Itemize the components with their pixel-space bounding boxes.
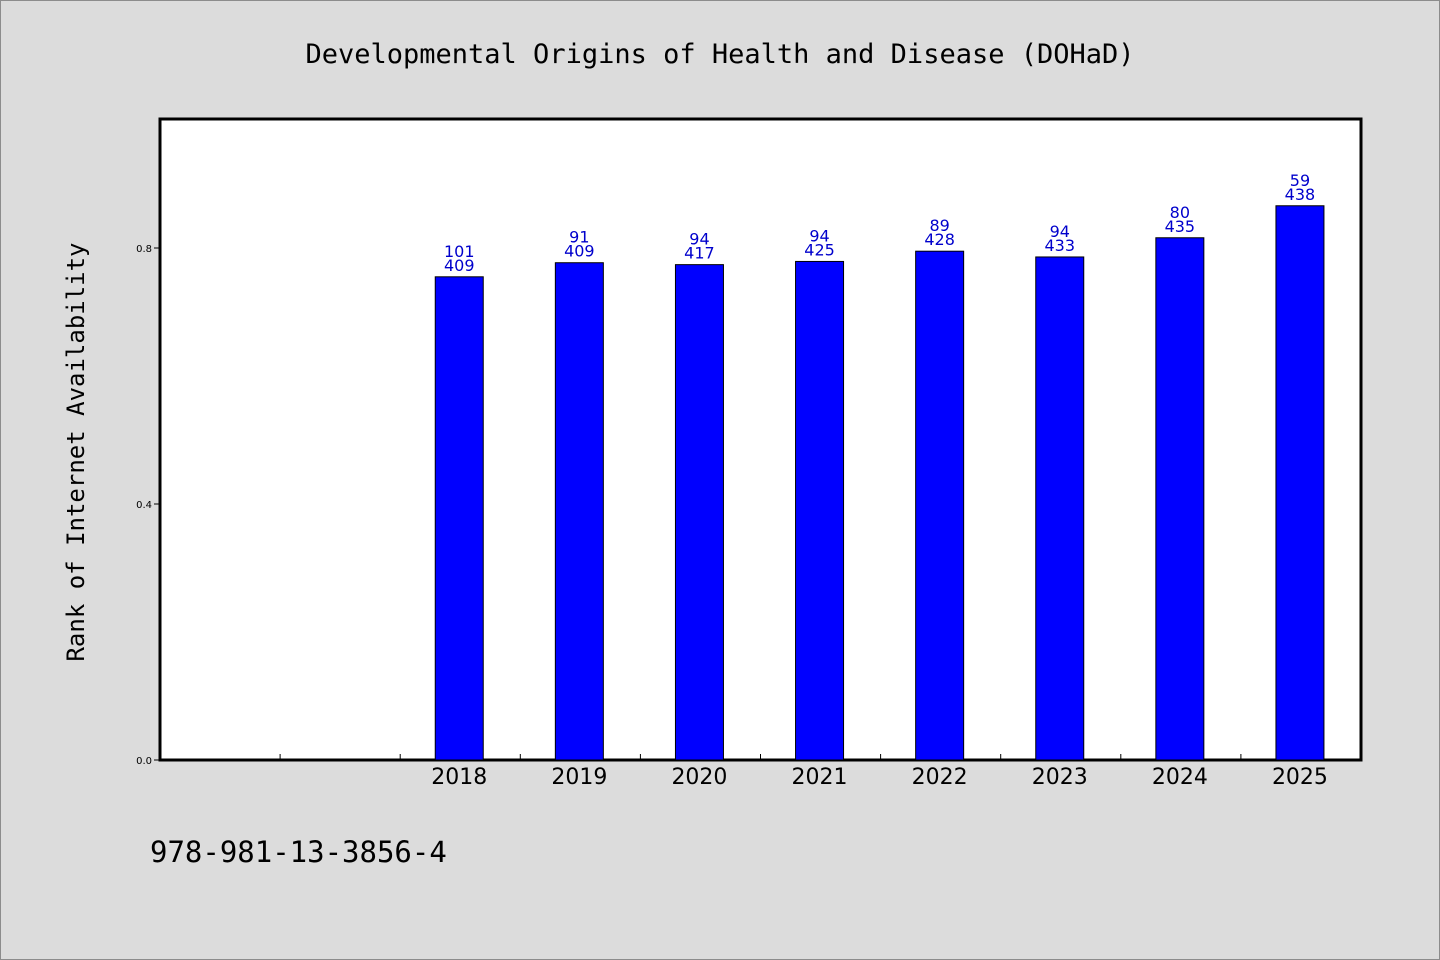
- bars: [434, 205, 1325, 761]
- y-axis-ticks: 0.0 0.4 0.8: [136, 244, 160, 767]
- data-label-bottom: 438: [1285, 185, 1316, 204]
- x-axis-ticks: 2018 2019 2020 2021 2022 2023 2024 2025: [279, 754, 1328, 790]
- data-label-bottom: 417: [684, 244, 715, 263]
- x-tick-label: 2018: [431, 765, 487, 790]
- y-axis-label: Rank of Internet Availability: [62, 242, 90, 661]
- y-tick-label: 0.0: [136, 756, 152, 767]
- x-tick-label: 2020: [671, 765, 727, 790]
- x-tick-label: 2019: [551, 765, 607, 790]
- bar: [1035, 256, 1085, 761]
- bar: [1275, 205, 1325, 761]
- x-tick-label: 2022: [912, 765, 968, 790]
- data-label-top: 91: [569, 228, 589, 247]
- x-tick-label: 2025: [1272, 765, 1328, 790]
- data-label-top: 80: [1170, 203, 1190, 222]
- chart-title: Developmental Origins of Health and Dise…: [305, 39, 1134, 70]
- data-label-bottom: 428: [924, 230, 955, 249]
- bar: [674, 264, 724, 761]
- x-tick-label: 2023: [1032, 765, 1088, 790]
- y-tick-label: 0.4: [136, 500, 152, 511]
- bar: [1155, 237, 1205, 761]
- x-tick-label: 2024: [1152, 765, 1208, 790]
- data-label-bottom: 409: [564, 242, 595, 261]
- data-label-top: 94: [689, 230, 709, 249]
- data-label-bottom: 425: [804, 240, 835, 259]
- data-label-top: 94: [809, 226, 829, 245]
- data-label-top: 89: [929, 216, 949, 235]
- data-label-bottom: 435: [1165, 217, 1196, 236]
- x-tick-label: 2021: [792, 765, 848, 790]
- data-label-top: 59: [1290, 171, 1310, 190]
- bar: [795, 260, 845, 761]
- data-label-top: 101: [444, 242, 475, 261]
- bar: [554, 262, 604, 761]
- data-label-bottom: 409: [444, 256, 475, 275]
- isbn-text: 978-981-13-3856-4: [150, 835, 447, 869]
- y-tick-label: 0.8: [136, 244, 152, 255]
- data-label-top: 94: [1050, 222, 1070, 241]
- bar: [434, 276, 484, 761]
- bar: [915, 250, 965, 761]
- data-label-bottom: 433: [1044, 236, 1075, 255]
